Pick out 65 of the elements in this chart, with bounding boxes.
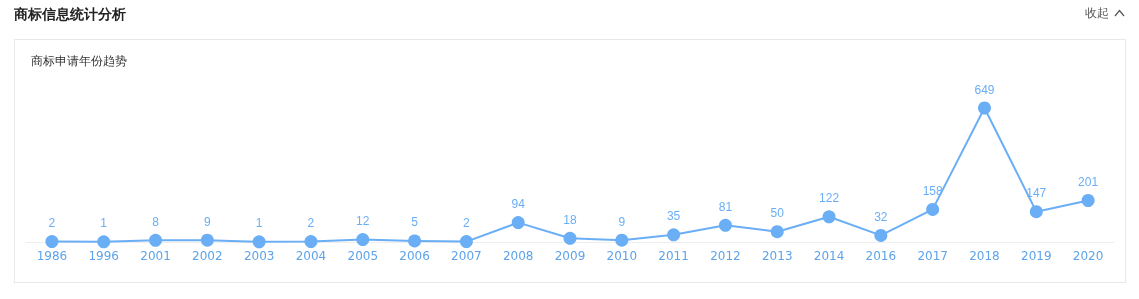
point	[874, 228, 888, 242]
point	[563, 231, 577, 245]
point	[977, 101, 991, 115]
data-label: 1	[100, 216, 108, 231]
data-label: 12	[356, 214, 370, 229]
point	[408, 234, 422, 248]
x-tick-label: 2005	[347, 249, 379, 263]
point	[304, 235, 318, 249]
data-label: 2	[463, 216, 471, 231]
text: 收起	[1085, 5, 1109, 22]
chart-title: 商标信息统计分析	[14, 6, 126, 24]
point	[1029, 205, 1043, 219]
x-tick-label: 2010	[606, 249, 638, 263]
data-label: 2	[48, 216, 56, 231]
data-label: 649	[974, 82, 995, 97]
data-label: 18	[563, 212, 577, 227]
x-tick-label: 2017	[917, 249, 948, 263]
x-tick-label: 2006	[399, 249, 430, 263]
point	[356, 233, 370, 247]
x-tick-label: 2020	[1072, 249, 1104, 263]
data-label: 35	[666, 209, 681, 224]
point	[667, 228, 681, 242]
x-tick-label: 1986	[36, 249, 68, 263]
point	[45, 235, 59, 249]
x-tick-label: 2016	[865, 249, 897, 263]
data-label: 94	[511, 197, 526, 212]
point	[200, 233, 214, 247]
chart-subtitle: 商标申请年份趋势	[31, 53, 127, 70]
data-label: 81	[718, 199, 733, 214]
point	[511, 216, 525, 230]
data-label: 122	[819, 191, 840, 206]
point	[459, 235, 473, 249]
point	[149, 233, 163, 247]
data-label: 2	[307, 216, 315, 231]
point	[926, 202, 940, 216]
point	[615, 233, 629, 247]
data-label: 9	[203, 214, 211, 229]
x-tick-label: 2007	[451, 249, 482, 263]
point	[770, 225, 784, 239]
point	[1081, 194, 1095, 207]
point	[252, 235, 266, 249]
point	[718, 218, 732, 232]
x-tick-label: 2012	[710, 249, 741, 263]
x-tick-label: 2011	[658, 249, 689, 263]
x-tick-label: 2013	[761, 249, 793, 263]
x-tick-label: 2002	[192, 249, 223, 263]
x-tick-label: 2014	[813, 249, 845, 263]
data-label: 8	[152, 214, 160, 229]
data-label: 5	[411, 215, 419, 230]
x-tick-label: 1996	[88, 249, 119, 263]
data-label: 9	[618, 214, 626, 229]
x-tick-label: 2004	[295, 249, 327, 263]
x-tick-label: 2001	[140, 249, 171, 263]
point	[97, 235, 111, 249]
x-tick-label: 2009	[554, 249, 586, 263]
point	[822, 210, 836, 224]
data-label: 201	[1078, 175, 1099, 189]
data-label: 1	[255, 216, 263, 231]
x-tick-label: 2003	[243, 249, 275, 263]
data-label: 147	[1026, 186, 1047, 201]
data-label: 32	[874, 209, 888, 224]
x-tick-label: 2019	[1021, 249, 1052, 263]
x-tick-label: 2008	[502, 249, 534, 263]
x-tick-label: 2018	[969, 249, 1000, 263]
data-label: 50	[770, 206, 785, 221]
